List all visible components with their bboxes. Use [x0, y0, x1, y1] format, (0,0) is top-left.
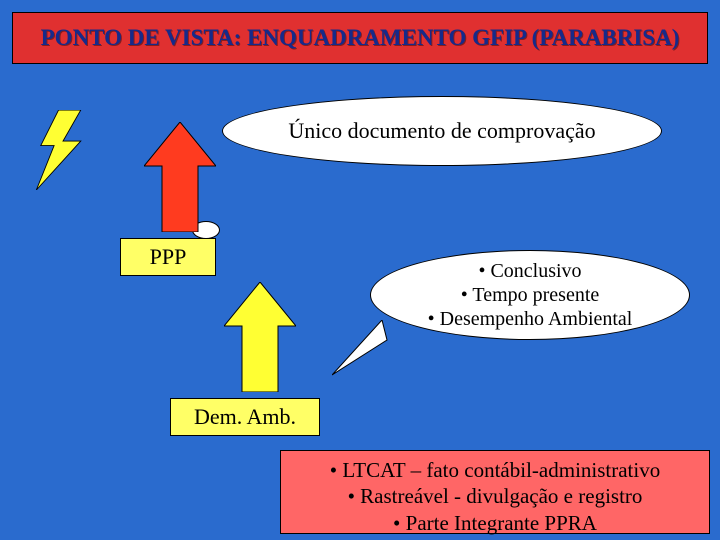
speech-line-1: • Conclusivo [478, 259, 581, 283]
speech-line-3: • Desempenho Ambiental [428, 307, 633, 331]
ltcat-line-2: • Rastreável - divulgação e registro [291, 483, 699, 509]
title-bar: PONTO DE VISTA: ENQUADRAMENTO GFIP (PARA… [12, 12, 708, 64]
cloud-text: Único documento de comprovação [288, 118, 595, 144]
ltcat-line-3: • Parte Integrante PPRA [291, 510, 699, 536]
ppp-label: PPP [150, 244, 187, 270]
speech-line-2: • Tempo presente [461, 283, 600, 307]
speech-callout: • Conclusivo • Tempo presente • Desempen… [370, 250, 690, 340]
dem-amb-box: Dem. Amb. [170, 398, 320, 436]
slide-root: PONTO DE VISTA: ENQUADRAMENTO GFIP (PARA… [0, 0, 720, 540]
dem-amb-label: Dem. Amb. [194, 404, 296, 430]
cloud-callout: Único documento de comprovação [222, 96, 662, 166]
ppp-box: PPP [120, 238, 216, 276]
ltcat-line-1: • LTCAT – fato contábil-administrativo [291, 457, 699, 483]
cloud-body: Único documento de comprovação [222, 96, 662, 166]
arrow-up-red [144, 122, 216, 232]
arrow-up-yellow [224, 282, 296, 392]
speech-tail [332, 320, 392, 380]
ltcat-box: • LTCAT – fato contábil-administrativo •… [280, 450, 710, 534]
slide-title: PONTO DE VISTA: ENQUADRAMENTO GFIP (PARA… [41, 25, 680, 51]
lightning-icon [28, 110, 98, 190]
